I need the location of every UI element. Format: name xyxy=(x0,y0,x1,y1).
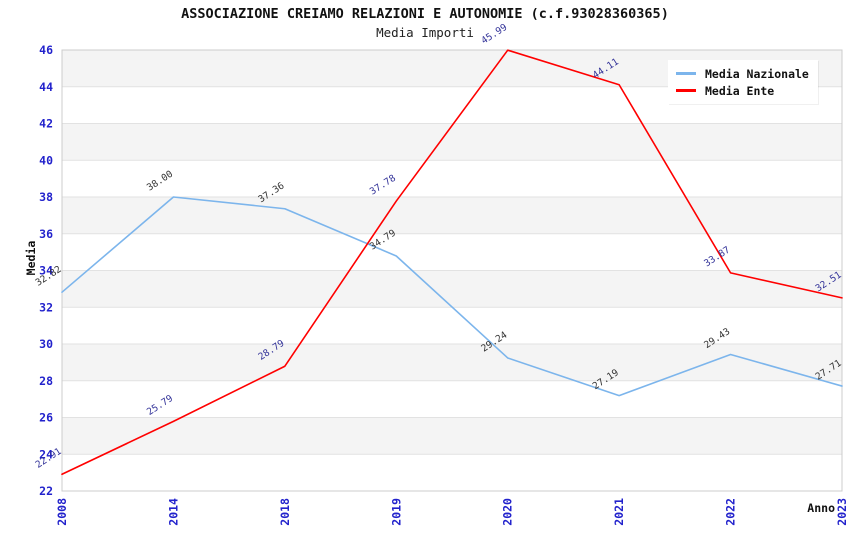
plot-border xyxy=(61,49,843,492)
x-axis-title: Anno xyxy=(807,501,835,515)
y-axis-title: Media xyxy=(24,240,38,276)
x-tick-label: 2008 xyxy=(55,498,69,526)
x-tick-label: 2021 xyxy=(612,498,626,526)
y-tick-label: 42 xyxy=(39,117,53,131)
plot-band xyxy=(62,160,842,197)
plot-band xyxy=(62,270,842,308)
chart-subtitle: Media Importi xyxy=(376,25,474,40)
y-tick-label: 24 xyxy=(39,447,53,461)
y-tick-label: 30 xyxy=(39,337,53,351)
plot-band xyxy=(62,454,842,491)
plot-band xyxy=(62,417,842,455)
legend-label: Media Ente xyxy=(705,83,775,98)
y-tick-label: 38 xyxy=(39,190,53,204)
x-tick-label: 2014 xyxy=(166,498,180,526)
plot-band xyxy=(62,197,842,234)
y-tick-label: 46 xyxy=(39,43,53,57)
x-tick-label: 2022 xyxy=(724,498,738,526)
y-tick-label: 44 xyxy=(39,80,53,94)
x-tick-label: 2020 xyxy=(501,498,515,526)
series-line-media-nazionale xyxy=(61,196,843,397)
y-tick-label: 32 xyxy=(39,300,53,314)
legend-item-media-ente: Media Ente xyxy=(674,82,812,99)
chart-title: ASSOCIAZIONE CREIAMO RELAZIONI E AUTONOM… xyxy=(181,6,669,22)
y-tick-label: 40 xyxy=(39,153,53,167)
y-tick-label: 26 xyxy=(39,411,53,425)
plot-band xyxy=(62,233,842,271)
legend-dash-icon xyxy=(676,89,696,92)
plot-band xyxy=(62,307,842,344)
x-tick-label: 2018 xyxy=(278,498,292,526)
y-tick-label: 34 xyxy=(39,264,53,278)
plot-band xyxy=(62,344,842,381)
legend: Media Nazionale Media Ente xyxy=(668,60,818,104)
x-tick-label: 2023 xyxy=(835,498,849,526)
y-tick-label: 36 xyxy=(39,227,53,241)
plot-band xyxy=(62,380,842,418)
y-tick-label: 22 xyxy=(39,484,53,498)
legend-label: Media Nazionale xyxy=(705,66,809,81)
legend-dash-icon xyxy=(676,72,696,75)
y-tick-label: 28 xyxy=(39,374,53,388)
x-tick-label: 2019 xyxy=(389,498,403,526)
series-line-media-ente xyxy=(61,49,843,476)
plot-band xyxy=(62,123,842,161)
data-label: 45.99 xyxy=(479,22,509,47)
legend-item-media-nazionale: Media Nazionale xyxy=(674,65,812,82)
